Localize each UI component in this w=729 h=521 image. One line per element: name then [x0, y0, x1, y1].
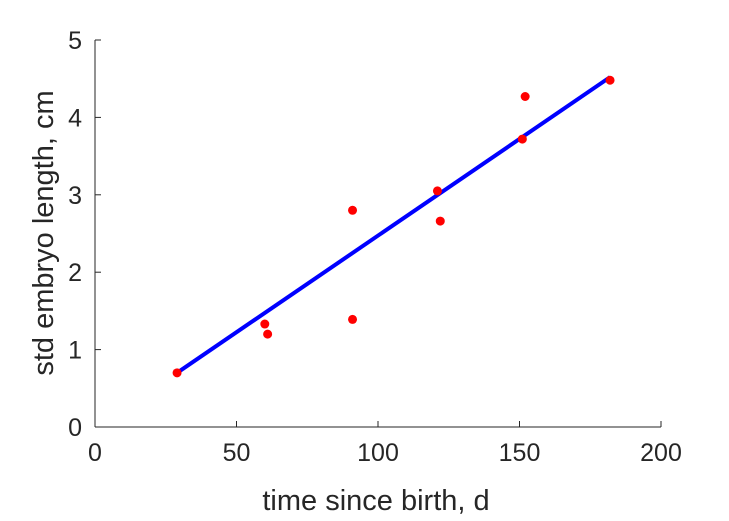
- y-axis-label: std embryo length, cm: [28, 90, 60, 375]
- y-tick-label: 1: [68, 337, 82, 365]
- data-point: [260, 319, 270, 329]
- plot-area: [172, 75, 615, 378]
- data-point: [517, 134, 527, 144]
- data-point: [263, 329, 273, 339]
- x-axis-label: time since birth, d: [262, 485, 489, 517]
- data-point: [605, 75, 615, 85]
- data-point: [348, 205, 358, 215]
- data-point: [348, 314, 358, 324]
- x-tick-label: 0: [88, 439, 102, 467]
- y-tick-label: 4: [68, 104, 82, 132]
- x-tick-label: 200: [640, 439, 682, 467]
- x-tick-label: 100: [357, 439, 399, 467]
- axes: 0 50 100 150 200 0 1 2 3 4 5: [68, 27, 682, 467]
- x-tick-label: 50: [223, 439, 251, 467]
- y-tick-label: 5: [68, 27, 82, 55]
- data-point: [172, 368, 182, 378]
- data-point: [520, 92, 530, 102]
- y-tick-label: 3: [68, 182, 82, 210]
- fit-line: [175, 75, 612, 375]
- data-point: [435, 216, 445, 226]
- y-tick-label: 2: [68, 259, 82, 287]
- x-tick-label: 150: [499, 439, 541, 467]
- y-tick-label: 0: [68, 414, 82, 442]
- data-point: [432, 186, 442, 196]
